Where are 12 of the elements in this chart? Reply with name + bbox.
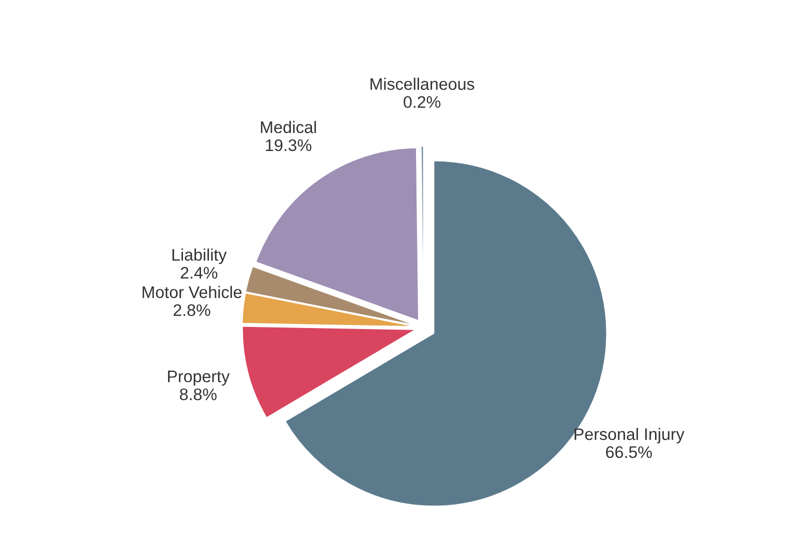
slice-label: Liability	[172, 248, 227, 264]
slice-label: Miscellaneous	[370, 78, 474, 90]
slice-label: Personal Injury	[574, 428, 684, 444]
slice-label: Motor Vehicle	[142, 286, 242, 298]
data-label: 2.8%	[174, 304, 210, 316]
slice-label: Property	[168, 370, 230, 386]
data-label: 19.3%	[266, 139, 312, 152]
data-label: 2.4%	[180, 266, 218, 279]
slice-label: Medical	[260, 120, 316, 134]
data-label: 8.8%	[180, 388, 217, 400]
data-label: 0.2%	[404, 96, 440, 108]
data-label: 66.5%	[606, 446, 652, 458]
